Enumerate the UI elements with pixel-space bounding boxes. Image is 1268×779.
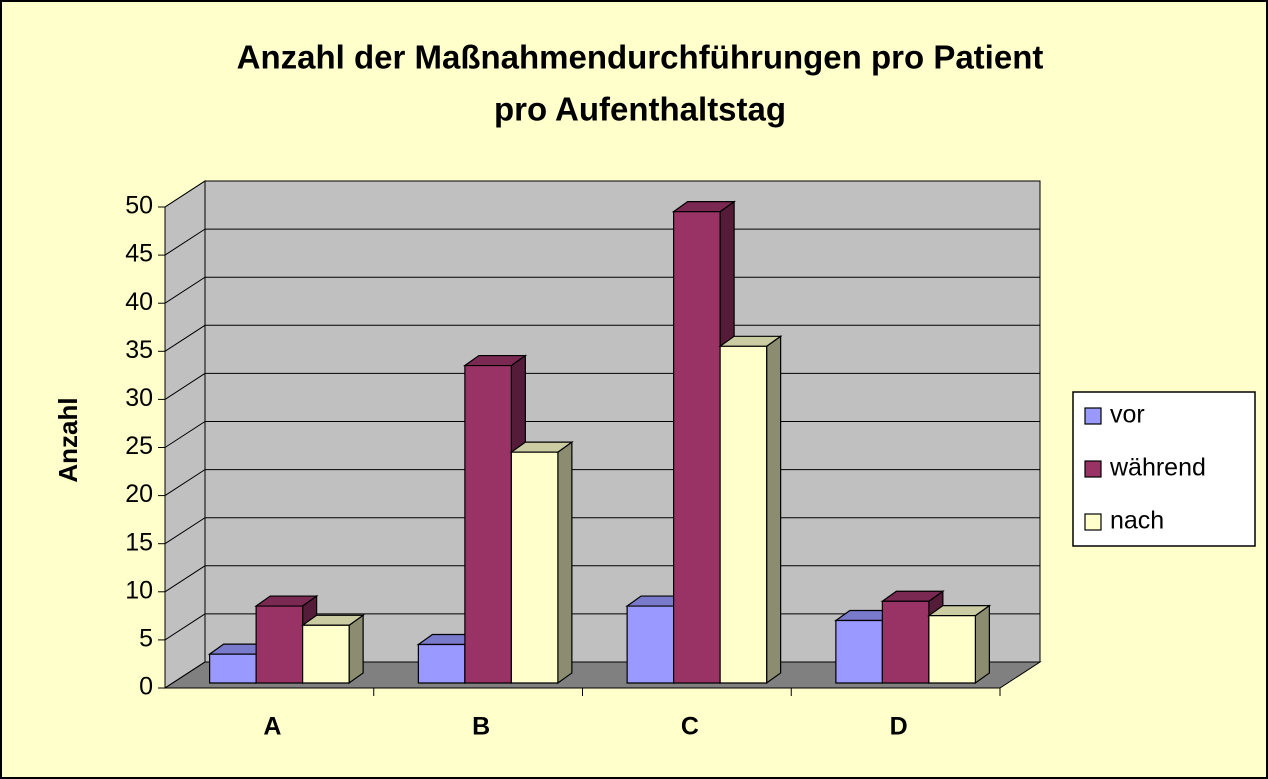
- bar-front: [464, 364, 512, 684]
- x-tick-label: D: [890, 713, 908, 741]
- bar-side: [766, 335, 782, 685]
- bar-side: [974, 604, 990, 685]
- bar-front: [835, 619, 883, 684]
- bar: [509, 440, 574, 685]
- grid-line: [164, 180, 1040, 208]
- y-tick-label: 10: [125, 576, 153, 604]
- bar-front: [928, 615, 976, 684]
- legend-label: während: [1109, 454, 1206, 482]
- grid-line: [164, 324, 1040, 352]
- grid-line: [164, 276, 1040, 304]
- legend-swatch: [1084, 513, 1102, 531]
- bar-front: [719, 345, 768, 684]
- y-tick-label: 45: [125, 240, 153, 268]
- bar-front: [673, 211, 721, 684]
- y-axis-label: Anzahl: [53, 397, 83, 482]
- bar-front: [302, 624, 350, 684]
- chart-title: Anzahl der Maßnahmendurchführungen pro P…: [237, 39, 1044, 76]
- bar-side: [348, 614, 364, 685]
- y-tick-label: 5: [139, 625, 153, 653]
- y-tick-label: 50: [125, 192, 153, 220]
- grid-line: [164, 228, 1040, 256]
- bar: [207, 642, 272, 685]
- legend-label: nach: [1110, 507, 1164, 535]
- x-tick-label: A: [263, 713, 281, 741]
- y-tick-label: 15: [125, 528, 153, 556]
- legend-label: vor: [1110, 401, 1145, 429]
- legend: [1072, 391, 1256, 547]
- x-tick-label: B: [472, 713, 490, 741]
- bar-front: [881, 600, 930, 684]
- bar-front: [510, 451, 559, 684]
- y-tick-label: 35: [125, 336, 153, 364]
- bar-side: [557, 440, 573, 685]
- bar: [300, 614, 365, 685]
- legend-swatch: [1084, 407, 1102, 425]
- bar-front: [209, 653, 257, 684]
- bar-front: [417, 643, 466, 684]
- y-tick-label: 30: [125, 384, 153, 412]
- bar: [718, 335, 783, 685]
- y-tick-label: 40: [125, 288, 153, 316]
- y-tick-label: 0: [139, 673, 153, 701]
- bar-front: [255, 605, 304, 684]
- bar: [927, 604, 992, 685]
- bar-front: [626, 605, 675, 684]
- y-tick-label: 25: [125, 432, 153, 460]
- x-tick-label: C: [681, 713, 699, 741]
- y-tick-label: 20: [125, 480, 153, 508]
- legend-swatch: [1084, 460, 1102, 478]
- chart-subtitle: pro Aufenthaltstag: [494, 91, 786, 128]
